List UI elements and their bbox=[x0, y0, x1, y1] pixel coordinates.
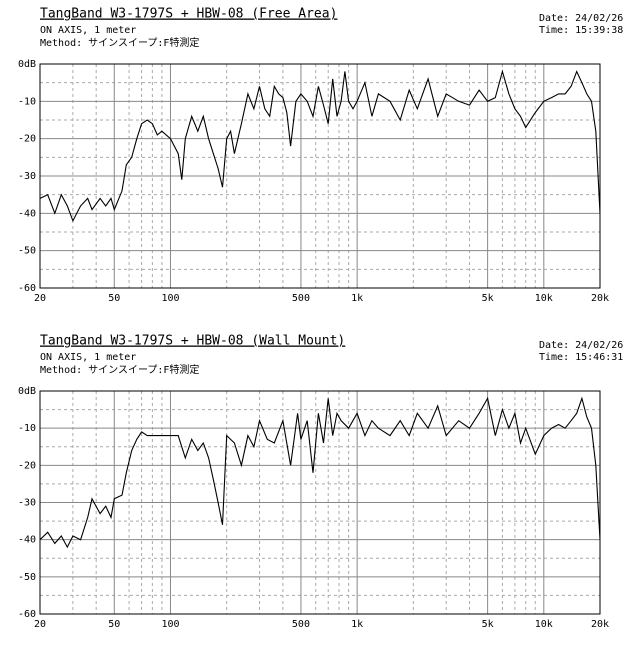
x-tick-label: 10k bbox=[535, 293, 553, 304]
response-line bbox=[39, 69, 601, 223]
y-tick-label: 0dB bbox=[18, 59, 36, 70]
y-tick-label: -50 bbox=[18, 572, 36, 583]
date: Date: 24/02/26 bbox=[539, 13, 623, 24]
date: Date: 24/02/26 bbox=[539, 340, 623, 351]
time: Time: 15:39:38 bbox=[539, 25, 623, 36]
x-tick-label: 5k bbox=[482, 293, 494, 304]
x-tick-label: 20 bbox=[34, 619, 46, 630]
time: Time: 15:46:31 bbox=[539, 352, 623, 363]
x-tick-label: 500 bbox=[292, 619, 310, 630]
x-tick-label: 1k bbox=[351, 293, 363, 304]
y-tick-label: -10 bbox=[18, 423, 36, 434]
x-tick-label: 20 bbox=[34, 293, 46, 304]
plot-frame bbox=[39, 390, 601, 615]
y-tick-label: -10 bbox=[18, 96, 36, 107]
note: ON AXIS, 1 meter bbox=[40, 25, 136, 36]
y-tick-label: -50 bbox=[18, 246, 36, 257]
chart-title: TangBand W3-1797S + HBW-08 (Wall Mount) bbox=[40, 334, 345, 349]
x-tick-label: 1k bbox=[351, 619, 363, 630]
note: ON AXIS, 1 meter bbox=[40, 352, 136, 363]
plot-frame bbox=[39, 63, 601, 289]
y-tick-label: -60 bbox=[18, 609, 36, 620]
note: Method: サインスイープ:F特測定 bbox=[40, 363, 199, 376]
x-tick-label: 10k bbox=[535, 619, 553, 630]
chart-title: TangBand W3-1797S + HBW-08 (Free Area) bbox=[40, 7, 337, 22]
note: Method: サインスイープ:F特測定 bbox=[40, 36, 199, 49]
y-tick-label: -60 bbox=[18, 283, 36, 294]
x-tick-label: 50 bbox=[108, 619, 120, 630]
x-tick-label: 20k bbox=[591, 293, 609, 304]
y-tick-label: -30 bbox=[18, 171, 36, 182]
x-tick-label: 20k bbox=[591, 619, 609, 630]
x-tick-label: 500 bbox=[292, 293, 310, 304]
x-tick-label: 100 bbox=[161, 619, 179, 630]
y-tick-label: -20 bbox=[18, 134, 36, 145]
response-line bbox=[39, 396, 601, 549]
x-tick-label: 5k bbox=[482, 619, 494, 630]
y-tick-label: -30 bbox=[18, 498, 36, 509]
x-tick-label: 100 bbox=[161, 293, 179, 304]
x-tick-label: 50 bbox=[108, 293, 120, 304]
y-tick-label: -20 bbox=[18, 460, 36, 471]
y-tick-label: 0dB bbox=[18, 386, 36, 397]
y-tick-label: -40 bbox=[18, 535, 36, 546]
y-tick-label: -40 bbox=[18, 208, 36, 219]
